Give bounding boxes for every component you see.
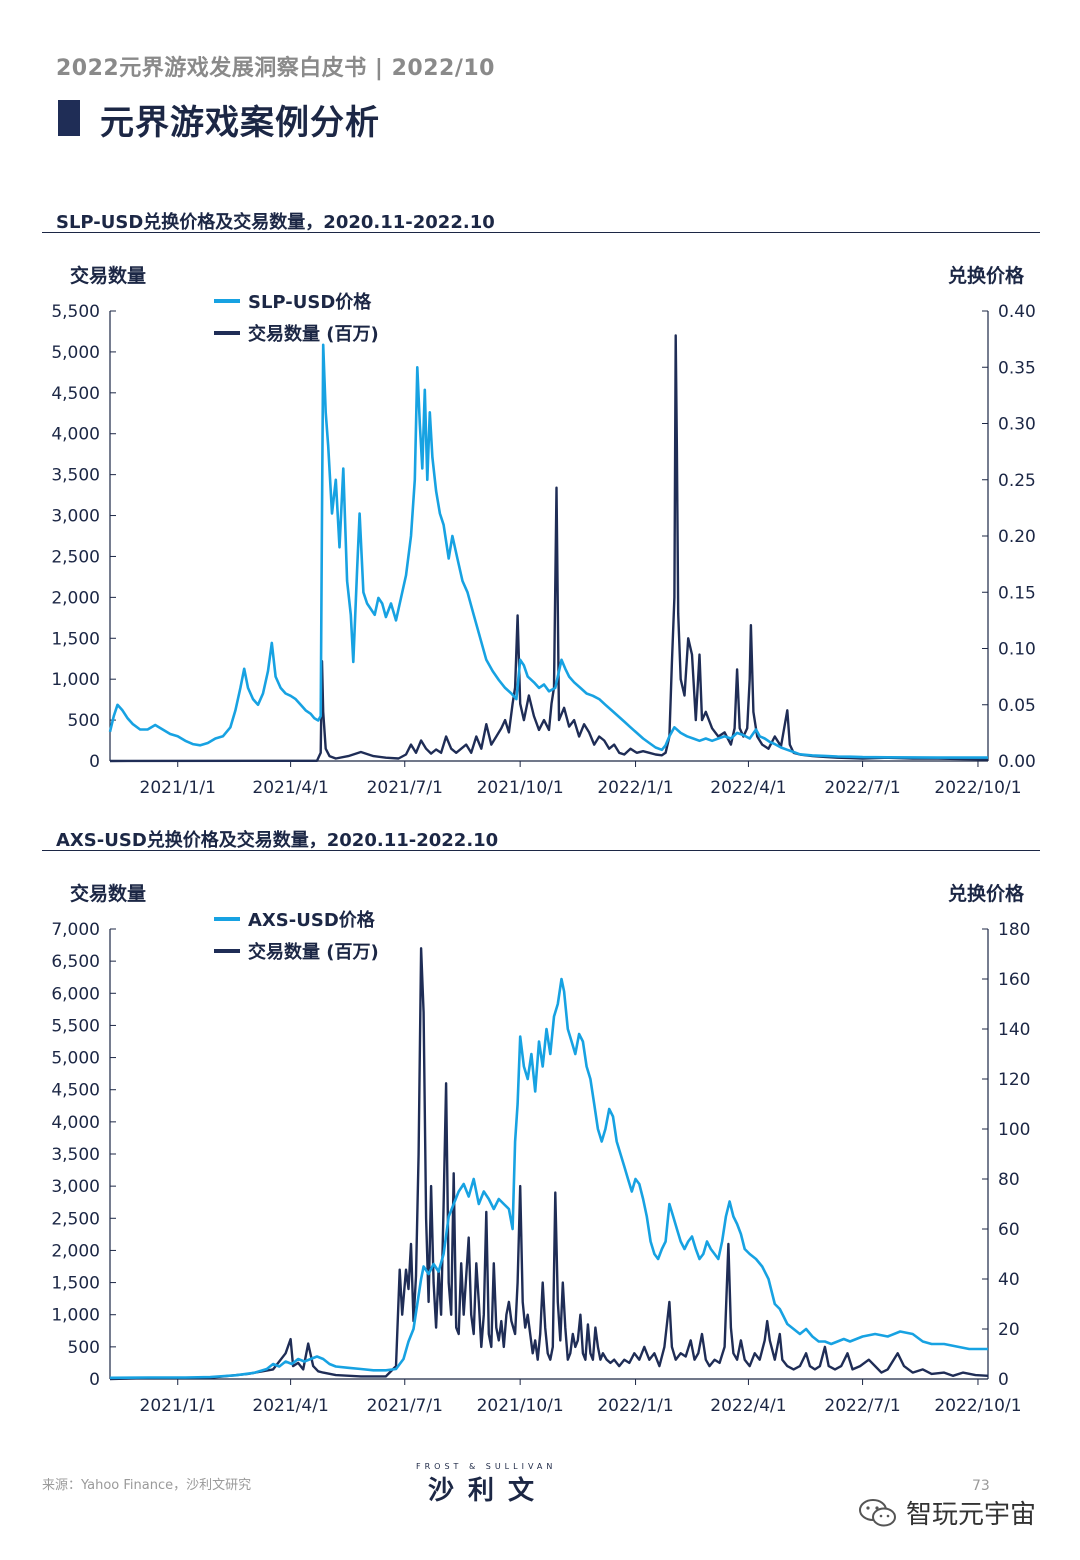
axs-x-tick-label: 2021/7/1 [367, 1396, 443, 1416]
left-axis-name-axs: 交易数量 [70, 883, 147, 905]
right-axis-name-slp: 兑换价格 [948, 265, 1025, 287]
slp-x-tick-label: 2022/10/1 [934, 778, 1021, 798]
slp-left-tick-label: 5,500 [51, 302, 100, 322]
slp-legend-label: SLP-USD价格 [248, 291, 372, 313]
axs-x-tick-label: 2022/7/1 [824, 1396, 900, 1416]
slp-legend-label: 交易数量 (百万) [248, 323, 379, 345]
slp-x-tick-label: 2022/1/1 [597, 778, 673, 798]
slp-chart: 0 500 1,000 1,500 2,000 2,500 3,000 3,500 4,000 4… [51, 291, 1036, 798]
wechat-icon [859, 1498, 896, 1526]
axs-x-tick-label: 2022/1/1 [597, 1396, 673, 1416]
slp-x-tick-label: 2021/4/1 [252, 778, 328, 798]
slp-x-tick-label: 2022/4/1 [710, 778, 786, 798]
brand-logo: 沙利文 [428, 1476, 549, 1506]
axs-right-tick-label: 20 [998, 1320, 1020, 1340]
header-subtitle: 2022元界游戏发展洞察白皮书 | 2022/10 [56, 56, 495, 81]
page-number: 73 [972, 1478, 990, 1494]
left-axis-name-slp: 交易数量 [70, 265, 147, 287]
chart-title-axs: AXS-USD兑换价格及交易数量，2020.11-2022.10 [56, 830, 499, 851]
axs-left-tick-label: 7,000 [51, 920, 100, 940]
axs-left-tick-label: 1,500 [51, 1274, 100, 1294]
slp-right-tick-label: 0.00 [998, 752, 1036, 772]
wechat-account-name: 智玩元宇宙 [906, 1500, 1037, 1530]
brand-logo-small: FROST & SULLIVAN [416, 1462, 557, 1471]
title-accent-bar [58, 100, 80, 136]
slp-right-tick-label: 0.35 [998, 358, 1036, 378]
axs-chart: 0 500 1,000 1,500 2,000 2,500 3,000 3,500 4,000 4… [51, 909, 1030, 1416]
axs-x-tick-label: 2022/10/1 [934, 1396, 1021, 1416]
axs-left-tick-label: 3,000 [51, 1177, 100, 1197]
slp-right-tick-label: 0.20 [998, 527, 1036, 547]
slp-volume-line [109, 334, 989, 763]
axs-right-tick-label: 80 [998, 1170, 1020, 1190]
slp-x-tick-label: 2022/7/1 [824, 778, 900, 798]
axs-right-tick-label: 180 [998, 920, 1030, 940]
axs-volume-line [109, 947, 989, 1381]
chart-divider-axs [42, 850, 1040, 851]
axs-x-tick-label: 2021/1/1 [140, 1396, 216, 1416]
slp-right-tick-label: 0.40 [998, 302, 1036, 322]
axs-left-tick-label: 4,000 [51, 1113, 100, 1133]
axs-left-tick-label: 4,500 [51, 1081, 100, 1101]
chart-divider-slp [42, 232, 1040, 233]
right-axis-name-axs: 兑换价格 [948, 883, 1025, 905]
slp-left-tick-label: 3,500 [51, 466, 100, 486]
axs-left-tick-label: 5,500 [51, 1016, 100, 1036]
axs-right-tick-label: 120 [998, 1070, 1030, 1090]
axs-right-tick-label: 40 [998, 1270, 1020, 1290]
axs-legend-label: AXS-USD价格 [248, 909, 376, 931]
axs-right-tick-label: 160 [998, 970, 1030, 990]
source-note: 来源：Yahoo Finance，沙利文研究 [42, 1478, 252, 1493]
slp-left-tick-label: 4,500 [51, 384, 100, 404]
axs-left-tick-label: 6,000 [51, 984, 100, 1004]
axs-left-tick-label: 1,000 [51, 1306, 100, 1326]
axs-x-tick-label: 2022/4/1 [710, 1396, 786, 1416]
axs-right-tick-label: 140 [998, 1020, 1030, 1040]
slp-left-tick-label: 2,000 [51, 588, 100, 608]
axs-left-tick-label: 3,500 [51, 1145, 100, 1165]
axs-left-tick-label: 6,500 [51, 952, 100, 972]
chart-title-slp: SLP-USD兑换价格及交易数量，2020.11-2022.10 [56, 212, 495, 233]
slp-left-tick-label: 0 [89, 752, 100, 772]
axs-left-tick-label: 2,000 [51, 1241, 100, 1261]
slp-left-tick-label: 1,000 [51, 670, 100, 690]
axs-left-tick-label: 0 [89, 1370, 100, 1390]
wechat-watermark: 智玩元宇宙 [858, 1494, 1036, 1531]
slp-right-tick-label: 0.10 [998, 640, 1036, 660]
slp-x-tick-label: 2021/10/1 [477, 778, 564, 798]
axs-left-tick-label: 2,500 [51, 1209, 100, 1229]
axs-left-tick-label: 5,000 [51, 1049, 100, 1069]
slp-left-tick-label: 5,000 [51, 343, 100, 363]
axs-x-tick-label: 2021/10/1 [477, 1396, 564, 1416]
slp-left-tick-label: 500 [68, 711, 100, 731]
axs-right-tick-label: 0 [998, 1370, 1009, 1390]
axs-price-line [109, 977, 988, 1380]
slp-x-tick-label: 2021/1/1 [140, 778, 216, 798]
axs-x-tick-label: 2021/4/1 [252, 1396, 328, 1416]
slp-left-tick-label: 1,500 [51, 629, 100, 649]
slp-right-tick-label: 0.25 [998, 471, 1036, 491]
slp-x-tick-label: 2021/7/1 [367, 778, 443, 798]
slp-right-tick-label: 0.15 [998, 583, 1036, 603]
slp-right-tick-label: 0.30 [998, 415, 1036, 435]
axs-legend-label: 交易数量 (百万) [248, 941, 379, 963]
slp-left-tick-label: 3,000 [51, 507, 100, 527]
axs-right-tick-label: 60 [998, 1220, 1020, 1240]
slp-price-line [108, 343, 988, 759]
slp-left-tick-label: 4,000 [51, 425, 100, 445]
slp-left-tick-label: 2,500 [51, 547, 100, 567]
page-title: 元界游戏案例分析 [100, 103, 380, 143]
axs-left-tick-label: 500 [68, 1338, 100, 1358]
axs-right-tick-label: 100 [998, 1120, 1030, 1140]
slp-right-tick-label: 0.05 [998, 696, 1036, 716]
